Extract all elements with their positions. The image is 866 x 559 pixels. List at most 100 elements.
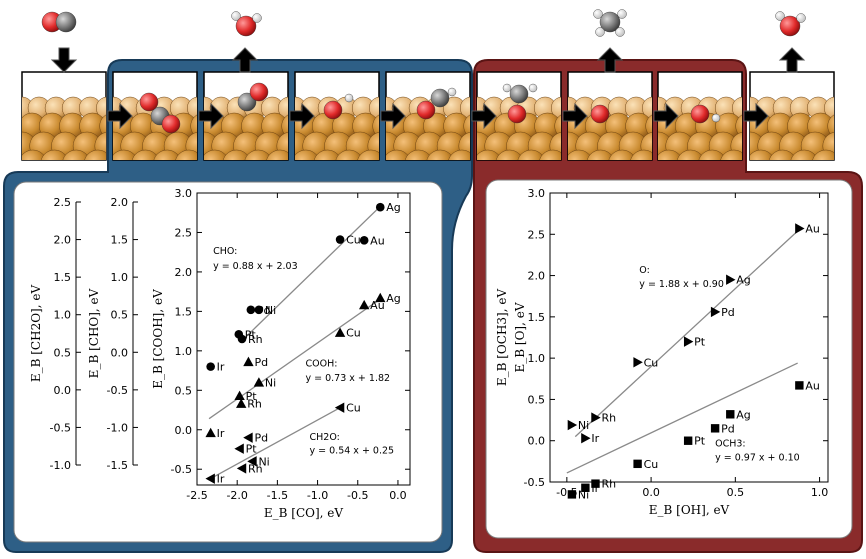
extra-axis-tick-label: 2.0 — [111, 196, 129, 209]
right-arrow-icon — [653, 102, 679, 130]
extra-axis-tick-label: 2.0 — [54, 234, 72, 247]
point-label: Ir — [591, 482, 599, 495]
x-tick-label: 0.5 — [727, 486, 745, 499]
hydrogen-atom — [711, 113, 721, 123]
point-label: Ag — [386, 292, 401, 305]
fit-line-ch2o — [208, 407, 341, 481]
fit-equation-label: COOH: — [306, 359, 338, 370]
right-arrow-icon — [743, 102, 769, 130]
point-label: Pd — [254, 356, 268, 369]
point-label: Rh — [601, 412, 616, 425]
gold-atom — [96, 96, 106, 120]
gold-atom — [386, 149, 411, 160]
surface-slab — [385, 71, 471, 161]
up-arrow-icon — [778, 47, 806, 73]
point-label: Au — [805, 223, 820, 236]
fit-line-och3 — [566, 362, 798, 474]
gold-atom — [645, 114, 652, 138]
carbon-atom — [509, 84, 529, 104]
gold-atom — [281, 114, 288, 138]
carbon-atom — [599, 11, 621, 33]
point-label: Au — [370, 234, 385, 247]
gold-atom — [658, 149, 683, 160]
extra-axis-tick-label: 0.5 — [54, 346, 72, 359]
extra-axis-tick-label: -1.0 — [50, 459, 71, 472]
gold-atom — [278, 96, 288, 120]
y-tick-label: 2.0 — [175, 266, 193, 279]
point-label: Rh — [601, 478, 616, 491]
gold-atom — [790, 149, 818, 160]
fit-line-o — [574, 230, 799, 438]
data-point — [710, 424, 720, 433]
gold-atom — [62, 149, 90, 160]
point-label: Cu — [346, 234, 361, 247]
fit-equation-label: y = 0.54 x + 0.25 — [310, 445, 395, 456]
extra-axis-tick-label: -1.5 — [107, 459, 128, 472]
hydrogen-atom — [796, 13, 806, 23]
y-tick-label: -0.5 — [171, 463, 192, 476]
gold-atom — [222, 149, 251, 160]
data-point — [375, 202, 385, 212]
point-label: Ag — [736, 408, 751, 421]
extra-axis-tick-label: 1.5 — [54, 271, 72, 284]
right-arrow-icon — [562, 102, 588, 130]
gold-atom — [0, 97, 16, 119]
plot-frame — [196, 192, 411, 486]
hydrogen-atom — [615, 27, 625, 37]
gold-atom — [768, 149, 797, 160]
data-point — [581, 483, 590, 492]
data-point — [334, 402, 345, 413]
y-tick-label: 0.5 — [175, 384, 193, 397]
data-point — [591, 479, 600, 488]
gold-atom — [841, 97, 863, 119]
point-label: Rh — [247, 398, 262, 411]
extra-axis-tick-label: 2.5 — [54, 196, 72, 209]
data-point — [683, 436, 693, 445]
data-point — [581, 433, 591, 444]
y-tick-label: 2.5 — [528, 228, 546, 241]
gold-atom — [175, 149, 197, 160]
y-tick-label: 1.5 — [528, 311, 546, 324]
carbon-atom — [237, 92, 257, 112]
y-tick-label: 1.0 — [528, 352, 546, 365]
data-point — [567, 490, 577, 499]
surface-slab — [476, 71, 562, 161]
point-label: Cu — [644, 458, 659, 471]
y-tick-label: 1.5 — [175, 305, 193, 318]
point-label: Ni — [258, 455, 269, 468]
x-axis-label: E_B [OH], eV — [649, 503, 730, 517]
data-point — [710, 306, 721, 318]
extra-axis-label: E_B [CH2O], eV — [29, 285, 43, 383]
gold-atom — [477, 149, 502, 160]
point-label: Pt — [694, 336, 706, 349]
gold-atom — [845, 132, 866, 160]
x-tick-label: -1.0 — [307, 489, 328, 502]
point-label: Ir — [591, 432, 599, 445]
point-label: Rh — [248, 333, 263, 346]
y-tick-label: 1.0 — [175, 345, 193, 358]
down-arrow-icon — [50, 47, 78, 73]
x-tick-label: 0.0 — [642, 486, 660, 499]
point-label: Ir — [217, 427, 225, 440]
reaction-arrows — [50, 47, 806, 130]
gold-atom — [554, 114, 561, 138]
hydrogen-atom — [231, 11, 241, 21]
point-label: Au — [805, 379, 820, 392]
hydrogen-atom — [617, 9, 627, 19]
gold-atom — [153, 149, 181, 160]
right-arrow-icon — [289, 102, 315, 130]
gold-atom — [460, 96, 470, 120]
point-label: Pt — [246, 390, 258, 403]
point-label: Ir — [217, 473, 225, 486]
point-label: Cu — [346, 402, 361, 415]
gold-atom — [848, 113, 866, 139]
extra-axis-label: E_B [OCH3], eV — [495, 289, 509, 387]
point-label: Ag — [736, 274, 751, 287]
extra-axis-tick-label: 1.5 — [111, 234, 129, 247]
gold-atom — [99, 114, 106, 138]
extra-axis-tick-label: 0.0 — [54, 384, 72, 397]
x-axis-label: E_B [CO], eV — [264, 506, 344, 520]
gold-atom — [858, 97, 866, 119]
